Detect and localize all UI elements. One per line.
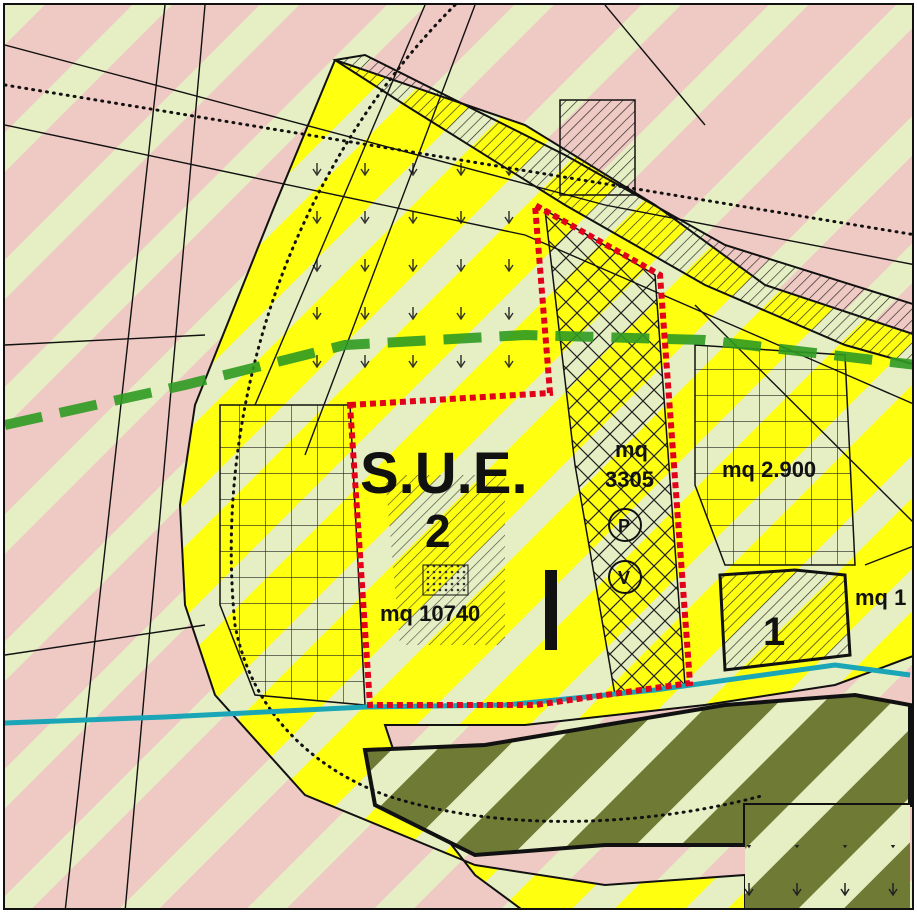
parking-letter: P: [618, 516, 630, 536]
area-label-east: mq 2.900: [722, 457, 816, 482]
sue-label: S.U.E.: [360, 441, 528, 506]
arrows-southeast: [745, 845, 910, 908]
green-letter: V: [618, 568, 630, 588]
dark-bar: [545, 570, 557, 650]
area-label-strip-unit: mq: [615, 437, 648, 462]
land-use-map: S.U.E. 2 mq 10740 mq 3305 mq 2.900 mq 1 …: [5, 5, 912, 908]
map-viewport[interactable]: S.U.E. 2 mq 10740 mq 3305 mq 2.900 mq 1 …: [3, 3, 914, 910]
watercourse: [5, 662, 911, 726]
dotted-boundary: [229, 5, 767, 823]
dotted-building: [422, 564, 469, 596]
sue-2-boundary[interactable]: [346, 199, 694, 708]
residential-grid-west: [219, 404, 366, 706]
sub-zone-1: [718, 568, 852, 672]
sue-inner-hatch: [385, 475, 505, 645]
road-band: [332, 53, 912, 365]
green-symbol: [608, 560, 642, 594]
area-label-strip-value: 3305: [605, 467, 654, 492]
area-label-right-edge: mq 1: [855, 585, 906, 610]
parking-symbol: [608, 508, 642, 542]
area-label-main: mq 10740: [380, 601, 480, 626]
sub-zone-number: 1: [763, 610, 785, 654]
ecological-corridor: [5, 329, 912, 430]
dotted-line-north: [5, 83, 912, 236]
residential-grid-east: [694, 344, 856, 566]
sue-number: 2: [425, 505, 451, 557]
